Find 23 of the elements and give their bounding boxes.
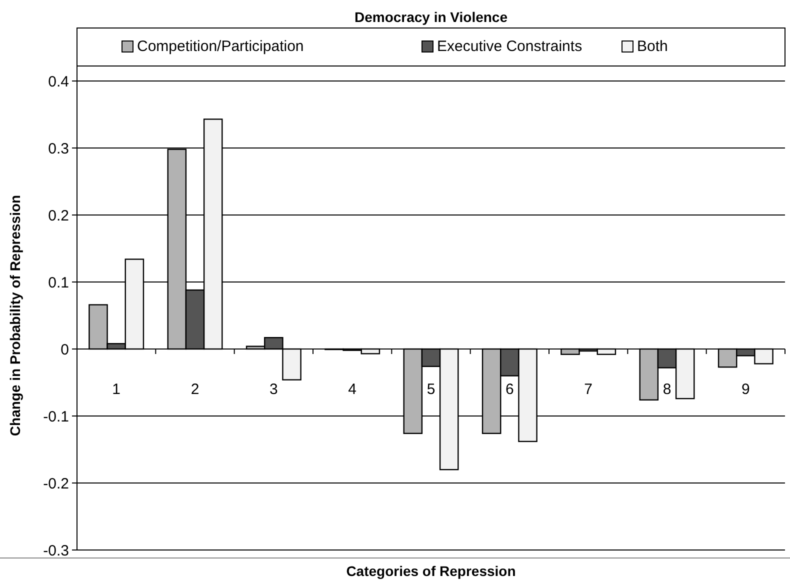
x-tick-label: 7: [584, 381, 593, 398]
legend-label: Both: [637, 38, 668, 55]
y-tick-label: -0.1: [43, 408, 69, 426]
x-tick-label: 5: [426, 381, 436, 398]
x-tick-label: 8: [662, 381, 672, 398]
x-tick-label: 6: [505, 381, 514, 398]
x-tick-label: 9: [741, 381, 750, 398]
chart-title: Democracy in Violence: [354, 9, 508, 25]
y-tick-label: 0.2: [48, 207, 69, 224]
x-tick-label: 3: [269, 381, 278, 398]
x-tick-label: 2: [190, 381, 200, 398]
y-tick-label: 0: [60, 341, 69, 358]
x-axis-title: Categories of Repression: [346, 563, 516, 579]
legend-label: Competition/Participation: [137, 38, 304, 55]
y-tick-label: -0.2: [43, 475, 69, 492]
y-tick-label: 0.4: [48, 73, 69, 90]
x-tick-label: 1: [112, 381, 121, 398]
legend-label: Executive Constraints: [437, 38, 582, 55]
y-tick-label: 0.3: [48, 140, 69, 158]
y-tick-label: -0.3: [43, 542, 69, 560]
x-tick-label: 4: [348, 381, 357, 398]
y-axis-title: Change in Probability of Repression: [7, 194, 23, 436]
y-tick-label: 0.1: [48, 274, 69, 292]
